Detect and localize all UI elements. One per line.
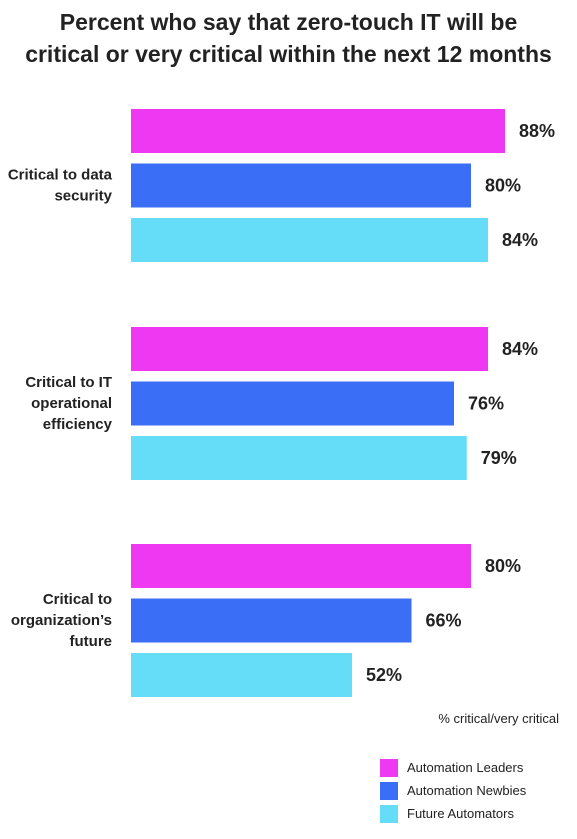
bar-future-automators-1 — [131, 436, 467, 480]
legend-swatch-automation-newbies — [380, 781, 398, 800]
bar-automation-leaders-1 — [131, 327, 488, 371]
value-label: 79% — [481, 448, 517, 468]
category-label: Critical to data security — [8, 167, 113, 205]
legend-label: Automation Leaders — [407, 760, 524, 775]
bar-automation-newbies-0 — [131, 163, 471, 208]
bar-automation-newbies-2 — [131, 598, 412, 643]
value-label: 66% — [426, 611, 462, 631]
category-label-line: Critical to — [43, 591, 112, 608]
bar-future-automators-2 — [131, 653, 352, 697]
legend-item-automation-newbies: Automation Newbies — [380, 779, 526, 802]
bar-automation-newbies-1 — [131, 381, 454, 426]
bar-automation-leaders-2 — [131, 544, 471, 588]
category-label: Critical to IT operational efficiency — [25, 374, 112, 433]
category-label-line: future — [70, 633, 113, 650]
category-label-line: operational — [31, 395, 112, 412]
legend-label: Future Automators — [407, 806, 514, 821]
category-label: Critical to organization’s future — [11, 591, 112, 650]
bar-future-automators-0 — [131, 218, 488, 262]
category-label-line: security — [54, 188, 112, 205]
value-label: 52% — [366, 665, 402, 685]
category-label-line: Critical to IT — [25, 374, 112, 391]
legend-swatch-automation-leaders — [380, 758, 398, 777]
value-label: 84% — [502, 230, 538, 250]
legend-item-automation-leaders: Automation Leaders — [380, 756, 526, 779]
category-label-line: organization’s — [11, 612, 112, 629]
category-label-line: efficiency — [43, 416, 113, 433]
category-label-line: Critical to data — [8, 167, 113, 184]
bar-automation-leaders-0 — [131, 109, 505, 153]
chart-title-line-2: critical or very critical within the nex… — [25, 41, 552, 67]
chart-title: Percent who say that zero-touch IT will … — [0, 6, 577, 70]
legend: Automation Leaders Automation Newbies Fu… — [380, 756, 526, 825]
value-label: 88% — [519, 121, 555, 141]
value-label: 80% — [485, 556, 521, 576]
value-label: 84% — [502, 339, 538, 359]
value-label: 80% — [485, 176, 521, 196]
legend-label: Automation Newbies — [407, 783, 527, 798]
legend-item-future-automators: Future Automators — [380, 802, 526, 825]
chart-title-line-1: Percent who say that zero-touch IT will … — [59, 9, 518, 35]
axis-note: % critical/very critical — [438, 711, 559, 726]
value-label: 76% — [468, 394, 504, 414]
legend-swatch-future-automators — [380, 804, 398, 823]
